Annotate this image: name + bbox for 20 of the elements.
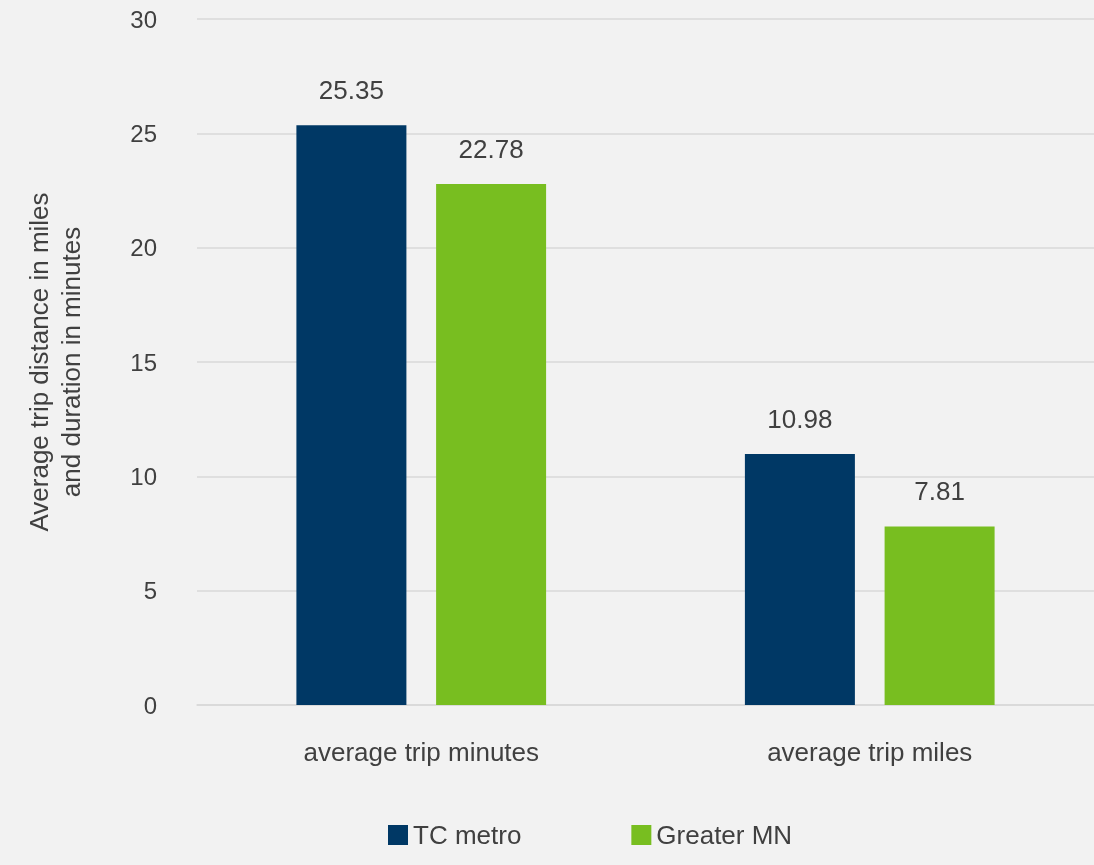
y-tick-label: 15 [130,348,157,376]
data-label: 10.98 [767,403,833,434]
bar [744,453,855,705]
bar [296,125,407,705]
y-tick-label: 5 [143,577,157,605]
bar [436,184,547,705]
data-label: 25.35 [318,75,384,106]
y-tick-label: 0 [143,691,157,719]
y-axis-title: Average trip distance in miles and duration in minutes [24,192,86,532]
bar [884,526,995,705]
data-label: 22.78 [458,134,524,165]
x-tick-label: average trip miles [767,737,973,767]
data-label: 7.81 [914,476,965,507]
y-tick-label: 25 [130,119,157,147]
y-tick-label: 10 [130,462,157,490]
x-tick-label: average trip minutes [303,737,540,767]
legend-label: Greater MN [656,820,793,850]
y-tick-label: 20 [130,234,157,262]
legend-label: TC metro [413,820,522,850]
y-tick-label: 30 [130,5,157,33]
